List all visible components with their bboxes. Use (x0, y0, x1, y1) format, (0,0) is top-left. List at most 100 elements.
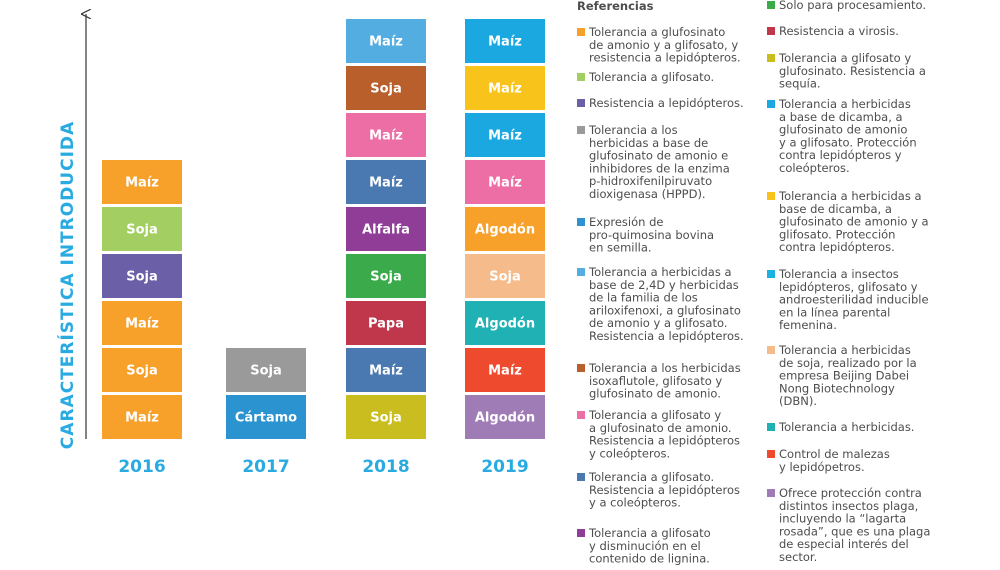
legend-swatch (767, 270, 775, 278)
legend-text: resistencia a lepidópteros. (589, 51, 741, 65)
block (346, 113, 426, 157)
legend-text: pro-quimosina bovina (589, 228, 714, 242)
block-label: Soja (126, 223, 158, 238)
block (465, 160, 545, 204)
block-label: Cártamo (235, 411, 297, 426)
legend-swatch (577, 268, 585, 276)
block-label: Soja (250, 364, 282, 379)
legend-text: glufosinato. Resistencia a (779, 64, 926, 78)
legend-text: Tolerancia a glifosato y (588, 408, 721, 422)
axis-label: CARACTERÍSTICA INTRODUCIDA (56, 121, 78, 449)
legend-text: dioxigenasa (HPPD). (589, 187, 706, 201)
block-label: Papa (368, 317, 404, 332)
legend-text: base de dicamba, a (779, 202, 892, 216)
block (465, 301, 545, 345)
legend-text: Nong Biotechnology (779, 381, 895, 395)
block-label: Algodón (475, 317, 535, 332)
year-label: 2017 (242, 457, 289, 477)
legend-swatch (767, 346, 775, 354)
legend-text: en la línea parental (779, 305, 890, 319)
block-label: Soja (370, 82, 402, 97)
legend-swatch (767, 450, 775, 458)
legend-swatch (577, 218, 585, 226)
legend-text: y disminución en el (589, 539, 701, 553)
legend-text: y lepidópetros. (779, 460, 865, 474)
legend-text: Resistencia a lepidópteros. (589, 329, 744, 343)
block-label: Soja (126, 270, 158, 285)
legend-text: y a glifosato. Protección (779, 135, 917, 149)
legend-text: de soja, realizado por la (779, 356, 917, 370)
block-label: Maíz (125, 411, 159, 426)
block-label: Maíz (488, 176, 522, 191)
block-label: Algodón (475, 411, 535, 426)
legend-text: lepidópteros, glifosato y (779, 280, 918, 294)
legend-text: a glufosinato de amonio. (589, 421, 732, 435)
block (346, 160, 426, 204)
block (226, 395, 306, 439)
block-label: Maíz (369, 129, 403, 144)
legend-text: glifosato. Protección (779, 227, 895, 241)
block (346, 254, 426, 298)
legend-swatch (577, 28, 585, 36)
legend-text: Tolerancia a insectos (778, 267, 899, 281)
block-label: Algodón (475, 223, 535, 238)
block (465, 254, 545, 298)
legend-text: Tolerancia a herbicidas (778, 343, 911, 357)
legend-text: empresa Beijing Dabei (779, 369, 909, 383)
block-label: Maíz (488, 82, 522, 97)
block (346, 19, 426, 63)
legend-text: Tolerancia a glifosato (588, 526, 711, 540)
legend-swatch (577, 99, 585, 107)
legend-text: Tolerancia a herbicidas (778, 97, 911, 111)
block-label: Maíz (488, 129, 522, 144)
legend-swatch (577, 126, 585, 134)
legend-text: Resistencia a lepidópteros (589, 434, 740, 448)
block (465, 348, 545, 392)
block-label: Soja (370, 411, 402, 426)
block-label: Maíz (125, 317, 159, 332)
legend-text: base de 2,4D y herbicidas (589, 278, 739, 292)
legend-text: Tolerancia a los herbicidas (588, 361, 741, 375)
block-label: Soja (370, 270, 402, 285)
legend-swatch (577, 411, 585, 419)
legend-text: Resistencia a virosis. (779, 24, 899, 38)
legend-text: Tolerancia a glufosinato (588, 25, 725, 39)
legend-swatch (577, 529, 585, 537)
legend-text: femenina. (779, 318, 837, 332)
block-label: Maíz (488, 364, 522, 379)
year-label: 2019 (481, 457, 528, 477)
legend-text: isoxaflutole, glifosato y (589, 374, 722, 388)
block (102, 160, 182, 204)
legend-text: herbicidas a base de (589, 136, 708, 150)
block (346, 301, 426, 345)
legend-text: Tolerancia a herbicidas. (778, 420, 914, 434)
block (346, 348, 426, 392)
block (465, 19, 545, 63)
legend-text: glufosinato de amonio y a (779, 215, 929, 229)
legend-swatch (577, 473, 585, 481)
legend-text: androesterilidad inducible (779, 293, 929, 307)
legend-text: de la familia de los (589, 291, 698, 305)
legend-text: sector. (779, 550, 817, 564)
block (226, 348, 306, 392)
legend-swatch (767, 27, 775, 35)
legend-text: sequía. (779, 77, 821, 91)
legend-text: Solo para procesamiento. (779, 0, 926, 12)
legend-title: Referencias (577, 0, 654, 13)
block (465, 207, 545, 251)
legend-swatch (767, 1, 775, 9)
block-label: Soja (126, 364, 158, 379)
legend-text: Expresión de (589, 215, 663, 229)
legend-text: a base de dicamba, a (779, 110, 903, 124)
legend-text: de especial interés del (779, 537, 909, 551)
legend-text: (DBN). (779, 394, 817, 408)
block-label: Soja (489, 270, 521, 285)
legend-text: de amonio y a glifosato. (589, 316, 727, 330)
legend-swatch (577, 364, 585, 372)
legend-text: Tolerancia a herbicidas a (588, 265, 732, 279)
legend-swatch (767, 54, 775, 62)
year-label: 2016 (118, 457, 165, 477)
block (102, 254, 182, 298)
legend-text: glufosinato de amonio (779, 123, 907, 137)
